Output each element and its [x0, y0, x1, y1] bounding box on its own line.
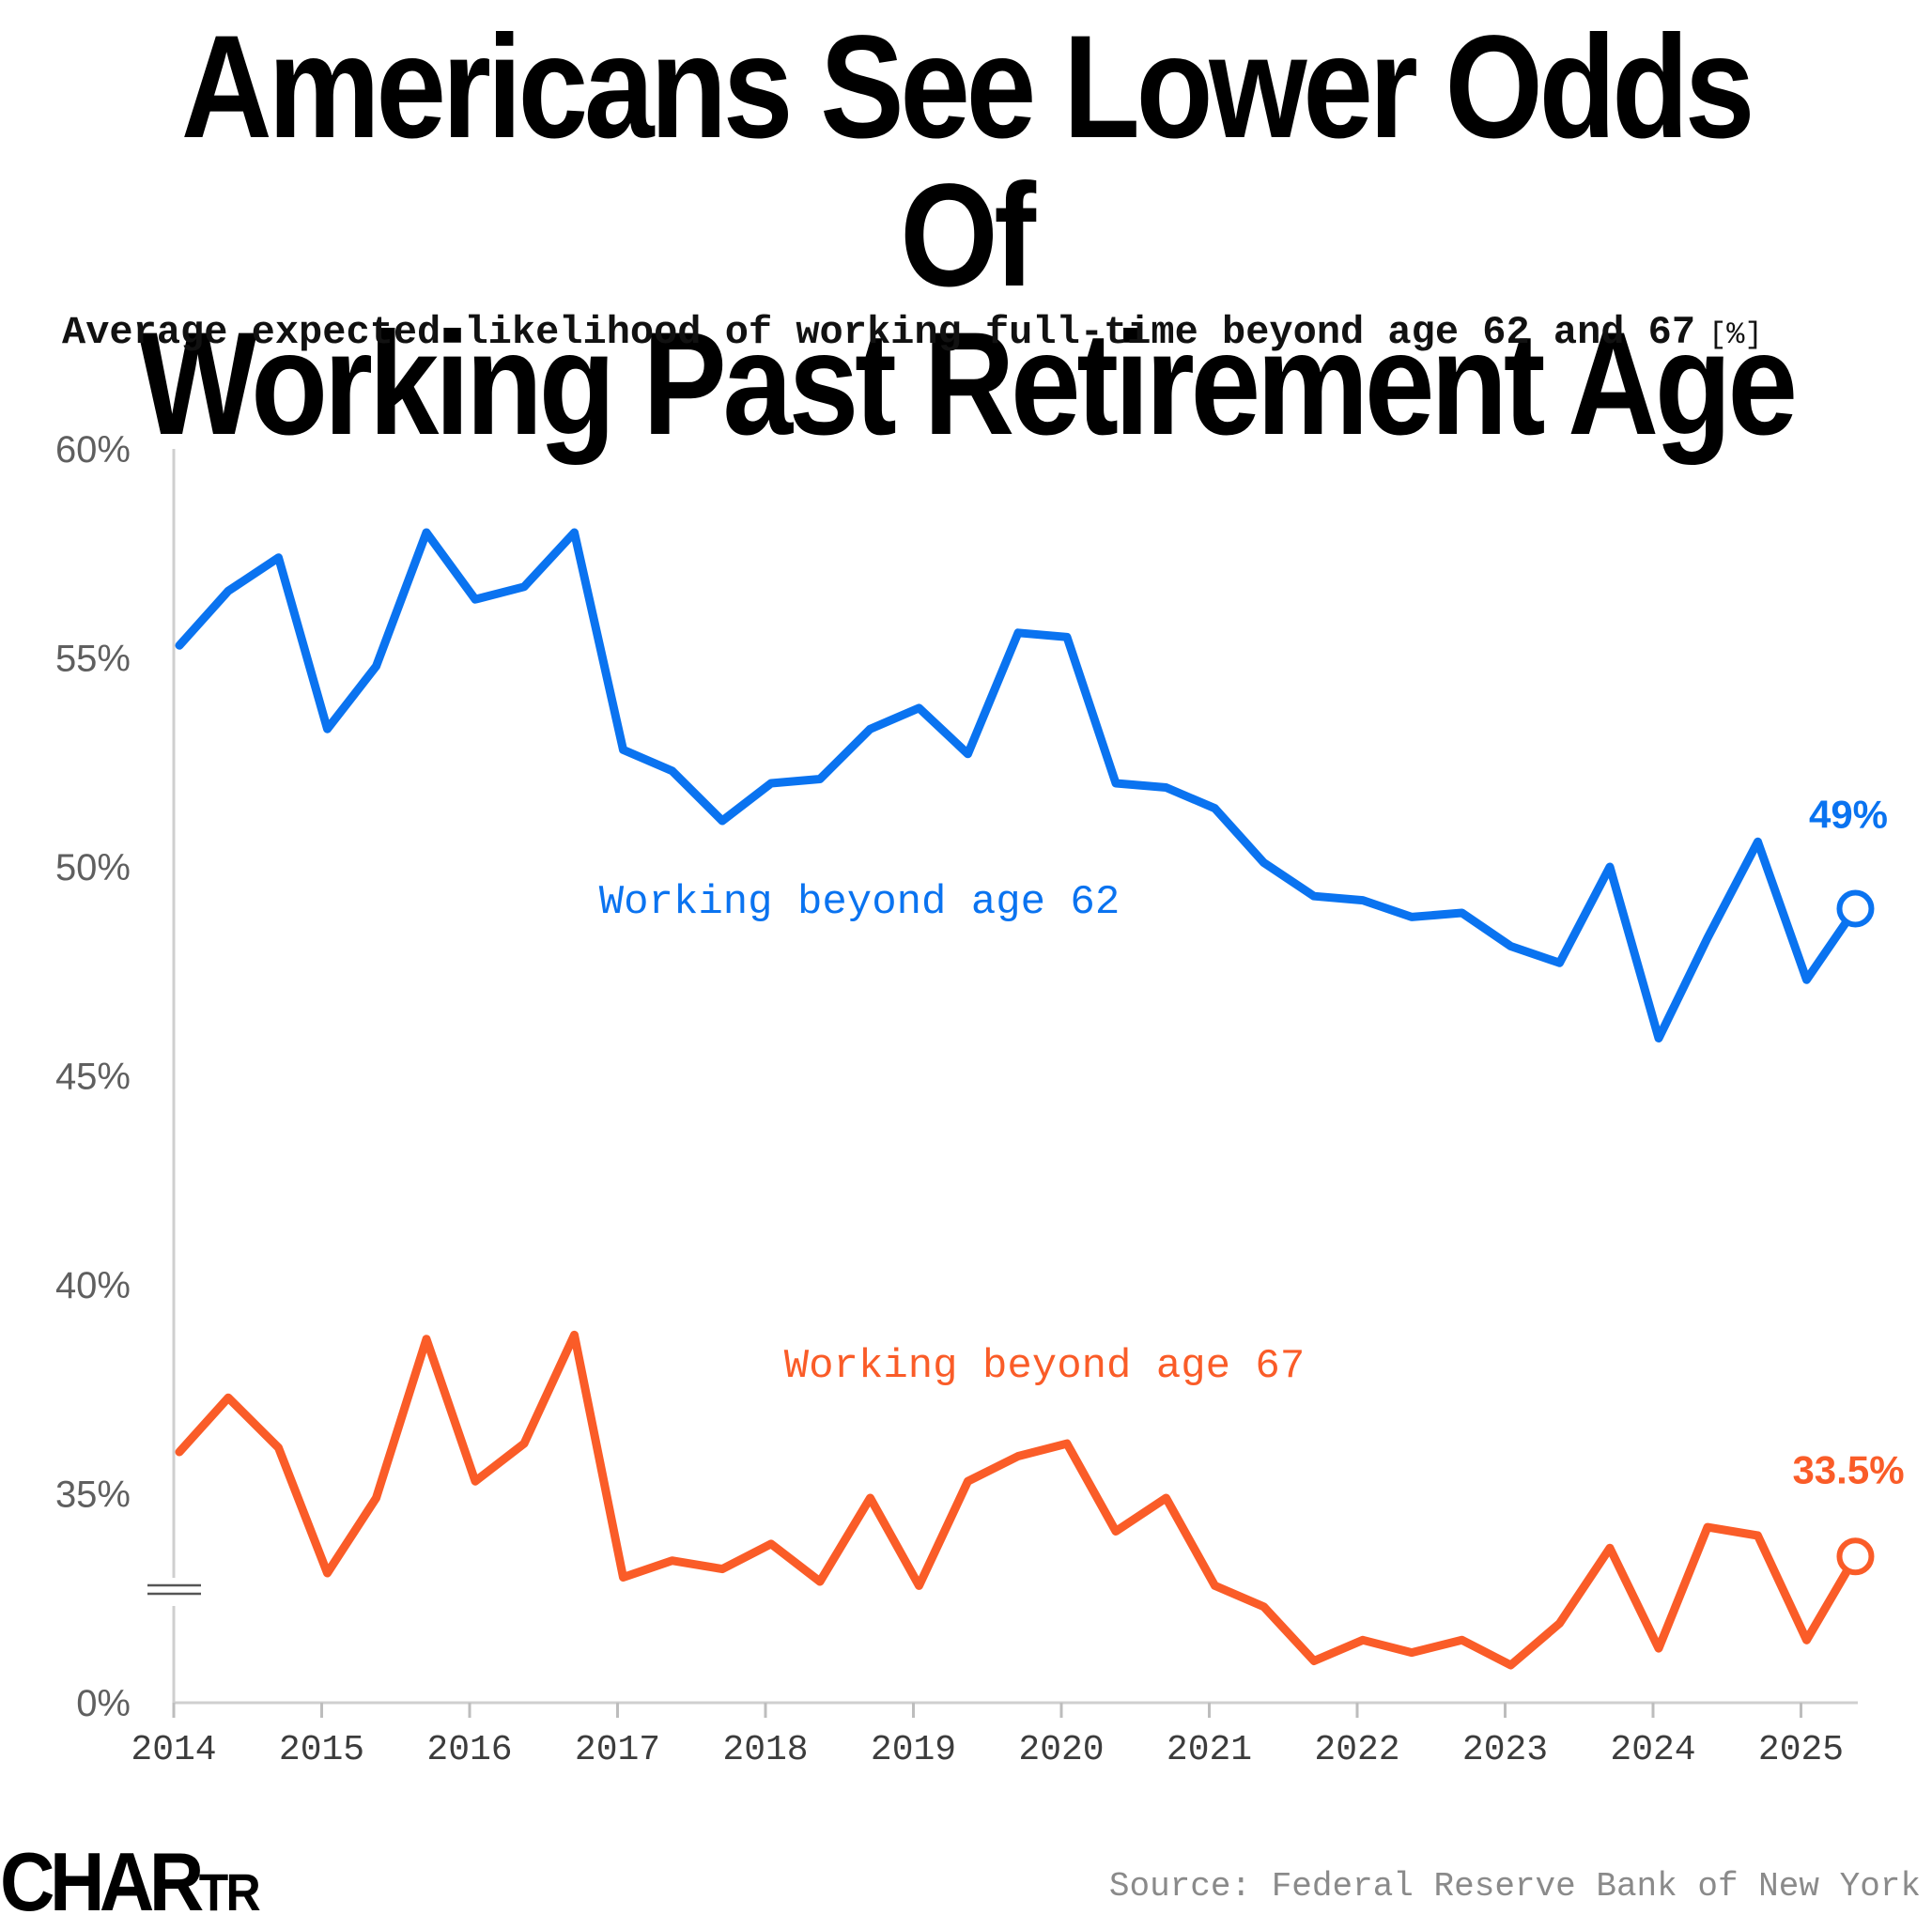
x-tick-label: 2018	[722, 1730, 808, 1770]
series-label: Working beyond age 62	[599, 879, 1121, 926]
y-tick-label: 55%	[55, 639, 131, 680]
chartr-logo: CHARTR	[0, 1834, 261, 1930]
chart-subtitle: Average expected likelihood of working f…	[62, 310, 1763, 355]
x-tick-label: 2023	[1462, 1730, 1548, 1770]
series-end-value-label: 33.5%	[1792, 1447, 1904, 1491]
series-end-value-label: 49%	[1809, 793, 1888, 837]
logo-main: CHAR	[0, 1835, 204, 1928]
y-tick-label: 60%	[55, 429, 131, 471]
logo-small: TR	[198, 1862, 261, 1922]
series-end-marker	[1836, 889, 1875, 928]
series-line-age-67	[175, 1330, 1860, 1670]
x-tick-label: 2017	[575, 1730, 660, 1770]
series-label: Working beyond age 67	[784, 1343, 1306, 1390]
x-tick-label: 2019	[871, 1730, 956, 1770]
y-tick-label: 40%	[55, 1265, 131, 1306]
subtitle-unit: [%]	[1708, 317, 1763, 352]
x-tick-label: 2014	[131, 1730, 216, 1770]
x-tick-label: 2025	[1758, 1730, 1844, 1770]
x-tick-label: 2024	[1610, 1730, 1695, 1770]
x-tick-label: 2021	[1167, 1730, 1252, 1770]
x-tick-label: 2015	[279, 1730, 364, 1770]
x-tick-label: 2020	[1018, 1730, 1104, 1770]
y-tick-label: 35%	[55, 1475, 131, 1516]
subtitle-text: Average expected likelihood of working f…	[62, 310, 1696, 355]
y-tick-label: 45%	[55, 1057, 131, 1098]
series-end-marker	[1836, 1537, 1875, 1576]
series-line-age-62	[175, 528, 1860, 1042]
title-line-2: Working Past Retirement Age	[138, 302, 1798, 466]
source-note: Source: Federal Reserve Bank of New York	[1108, 1867, 1921, 1906]
chart-title: Americans See Lower Odds Of Working Past…	[135, 6, 1798, 466]
y-tick-label: 50%	[55, 847, 131, 888]
x-tick-label: 2022	[1314, 1730, 1399, 1770]
title-line-1: Americans See Lower Odds Of	[180, 6, 1755, 317]
x-tick-label: 2016	[426, 1730, 512, 1770]
y-tick-label: 0%	[76, 1683, 131, 1724]
